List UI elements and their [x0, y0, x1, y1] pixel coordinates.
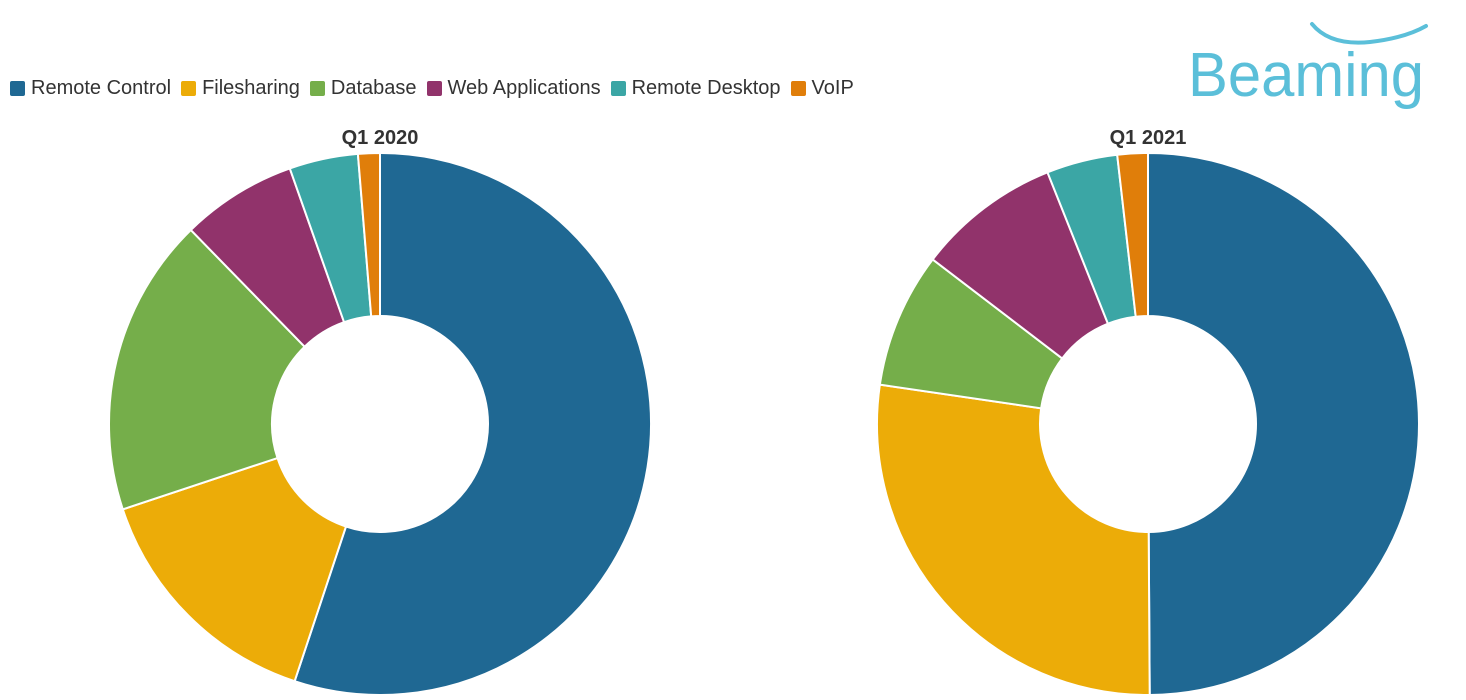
- slices-q1-2021: [876, 151, 1421, 697]
- legend-item-filesharing[interactable]: Filesharing: [181, 77, 300, 100]
- slice-remote-control-q1-2020[interactable]: [293, 151, 652, 696]
- legend-item-web-applications[interactable]: Web Applications: [426, 76, 601, 100]
- legend-label-web-applications: Web Applications: [447, 76, 601, 99]
- legend-label-remote-control: Remote Control: [31, 76, 172, 99]
- logo-swoosh: [1310, 22, 1428, 45]
- slices-q1-2020: [108, 151, 652, 696]
- chart-legend: Remote Control Filesharing Database Web …: [10, 76, 864, 100]
- slice-remote-control-q1-2021[interactable]: [1147, 151, 1421, 697]
- donut-chart-q1-2021: Q1 2021: [876, 127, 1421, 697]
- legend-item-remote-desktop[interactable]: Remote Desktop: [610, 76, 781, 100]
- slice-filesharing-q1-2021[interactable]: [876, 383, 1151, 696]
- slice-voip-q1-2021[interactable]: [1116, 151, 1149, 318]
- legend-swatch-voip: [790, 80, 806, 96]
- legend-item-database[interactable]: Database: [309, 76, 417, 100]
- slice-database-q1-2020[interactable]: [108, 228, 307, 511]
- chart-title-q1-2021: Q1 2021: [1110, 127, 1187, 149]
- legend-swatch-filesharing: [181, 80, 197, 96]
- legend-item-remote-control[interactable]: Remote Control: [10, 77, 171, 100]
- donut-chart-q1-2020: Q1 2020: [108, 127, 652, 696]
- legend-label-remote-desktop: Remote Desktop: [631, 76, 781, 99]
- slice-filesharing-q1-2020[interactable]: [121, 456, 348, 683]
- legend-swatch-remote-control: [10, 80, 25, 96]
- legend-swatch-remote-desktop: [610, 80, 626, 96]
- beaming-logo: Beaming: [1188, 22, 1428, 110]
- legend-label-database: Database: [330, 76, 417, 99]
- legend-item-voip[interactable]: VoIP: [790, 76, 854, 100]
- slice-voip-q1-2020[interactable]: [356, 151, 381, 318]
- logo-wordmark: Beaming: [1188, 41, 1424, 110]
- legend-label-voip: VoIP: [811, 76, 854, 99]
- chart-title-q1-2020: Q1 2020: [342, 127, 419, 149]
- legend-label-filesharing: Filesharing: [202, 76, 300, 99]
- legend-swatch-web-applications: [426, 80, 442, 96]
- legend-swatch-database: [309, 80, 325, 96]
